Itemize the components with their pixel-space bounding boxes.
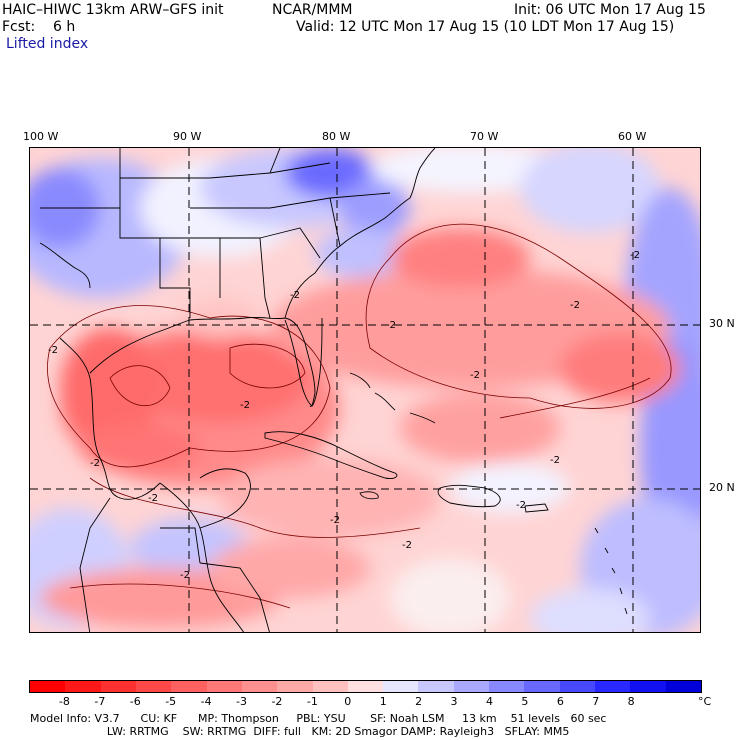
colorbar-tick-label: 8 xyxy=(627,695,635,708)
colorbar-tick-label: 7 xyxy=(592,695,600,708)
colorbar-tick-label: 5 xyxy=(521,695,529,708)
colorbar-tick-label: -7 xyxy=(94,695,106,708)
colorbar-segment xyxy=(559,681,595,692)
colorbar-segment xyxy=(418,681,454,692)
organization: NCAR/MMM xyxy=(272,2,353,18)
colorbar-tick-label: -8 xyxy=(58,695,70,708)
colorbar xyxy=(29,680,702,693)
colorbar-segment xyxy=(277,681,313,692)
contour-label: -2 xyxy=(402,540,412,551)
lon-label-60w: 60 W xyxy=(618,130,647,143)
colorbar-segment xyxy=(347,681,384,692)
contour-label: -2 xyxy=(470,370,480,381)
colorbar-segment xyxy=(65,681,101,692)
colorbar-tick-label: 2 xyxy=(415,695,423,708)
init-time: Init: 06 UTC Mon 17 Aug 15 xyxy=(514,2,706,18)
colorbar-segment xyxy=(100,681,136,692)
contour-label: -2 xyxy=(330,515,340,526)
colorbar-tick-label: -6 xyxy=(129,695,141,708)
colorbar-segment xyxy=(489,681,525,692)
field-name: Lifted index xyxy=(6,36,89,52)
colorbar-segment xyxy=(453,681,490,692)
lat-label-20n: 20 N xyxy=(709,481,735,494)
colorbar-segment xyxy=(30,681,66,692)
colorbar-segment xyxy=(312,681,348,692)
lon-label-70w: 70 W xyxy=(470,130,499,143)
contour-lines xyxy=(47,223,672,609)
lon-label-100w: 100 W xyxy=(23,130,59,143)
colorbar-segment xyxy=(595,681,631,692)
colorbar-unit: °C xyxy=(698,695,712,708)
colorbar-tick-label: 4 xyxy=(485,695,493,708)
colorbar-tick-label: -4 xyxy=(200,695,212,708)
contour-label: -2 xyxy=(386,320,396,331)
contour-label: -2 xyxy=(90,458,100,469)
colorbar-segment xyxy=(383,681,419,692)
colorbar-tick-label: -5 xyxy=(165,695,177,708)
colorbar-tick-label: 0 xyxy=(344,695,352,708)
colorbar-segment xyxy=(630,681,666,692)
colorbar-segment xyxy=(206,681,242,692)
contour-label: -2 xyxy=(148,493,158,504)
contour-label-group: -2 -2 -2 -2 -2 -2 -2 -2 -2 -2 -2 -2 -2 -… xyxy=(48,250,640,581)
contour-label: -2 xyxy=(240,400,250,411)
forecast-hour: Fcst: 6 h xyxy=(2,19,76,35)
colorbar-segment xyxy=(171,681,207,692)
colorbar-tick-label: 6 xyxy=(556,695,564,708)
colorbar-tick-label: -1 xyxy=(306,695,318,708)
colorbar-tick-label: -2 xyxy=(271,695,283,708)
model-info-line1: Model Info: V3.7 CU: KF MP: Thompson PBL… xyxy=(30,712,607,725)
lat-label-30n: 30 N xyxy=(709,317,735,330)
latlon-grid xyxy=(30,148,700,632)
colorbar-segment xyxy=(665,681,701,692)
colorbar-segment xyxy=(135,681,172,692)
contour-label: -2 xyxy=(516,500,526,511)
valid-time: Valid: 12 UTC Mon 17 Aug 15 (10 LDT Mon … xyxy=(296,19,675,35)
contour-label: -2 xyxy=(290,290,300,301)
map-canvas: -2 -2 -2 -2 -2 -2 -2 -2 -2 -2 -2 -2 -2 -… xyxy=(30,148,700,632)
lon-label-80w: 80 W xyxy=(322,130,351,143)
model-info-line2: LW: RRTMG SW: RRTMG DIFF: full KM: 2D Sm… xyxy=(30,725,570,738)
contour-label: -2 xyxy=(550,455,560,466)
lifted-index-map: -2 -2 -2 -2 -2 -2 -2 -2 -2 -2 -2 -2 -2 -… xyxy=(29,147,701,633)
model-title: HAIC–HIWC 13km ARW–GFS init xyxy=(2,2,224,18)
colorbar-tick-label: 3 xyxy=(450,695,458,708)
contour-label: -2 xyxy=(180,570,190,581)
colorbar-segment xyxy=(524,681,560,692)
contour-label: -2 xyxy=(570,300,580,311)
contour-label: -2 xyxy=(630,250,640,261)
lon-label-90w: 90 W xyxy=(173,130,202,143)
contour-label: -2 xyxy=(48,345,58,356)
colorbar-tick-label: -3 xyxy=(236,695,247,708)
field-shading xyxy=(30,148,700,632)
colorbar-tick-label: 1 xyxy=(379,695,387,708)
political-boundaries xyxy=(39,148,628,632)
colorbar-segment xyxy=(241,681,278,692)
